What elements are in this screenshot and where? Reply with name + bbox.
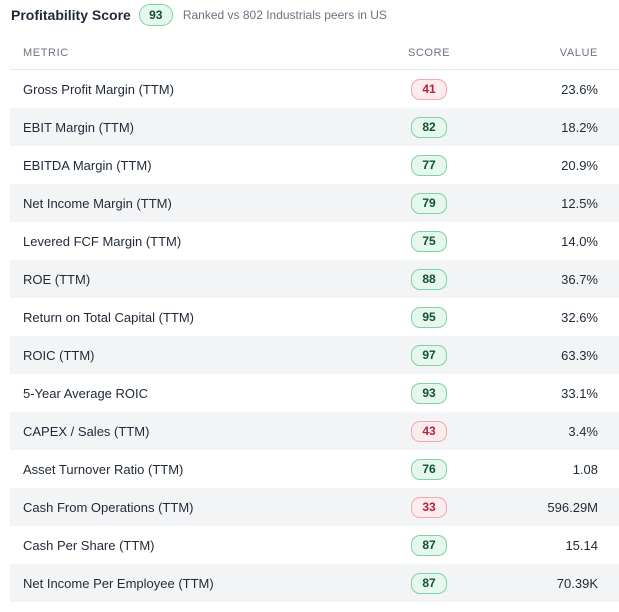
score-badge: 79	[411, 192, 447, 214]
metric-name: CAPEX / Sales (TTM)	[23, 423, 150, 439]
metric-value: 14.0%	[561, 233, 598, 249]
column-header-value: VALUE	[559, 47, 598, 59]
score-badge: 87	[411, 572, 447, 594]
table-row: Gross Profit Margin (TTM) 41 23.6%	[10, 70, 619, 108]
score-cell: 88	[390, 268, 468, 290]
metric-name: Gross Profit Margin (TTM)	[23, 81, 174, 97]
score-badge: 95	[411, 306, 447, 328]
metric-value: 33.1%	[561, 385, 598, 401]
score-badge: 76	[411, 458, 447, 480]
score-badge: 87	[411, 534, 447, 556]
metric-name: Net Income Per Employee (TTM)	[23, 575, 214, 591]
score-cell: 33	[390, 496, 468, 518]
score-cell: 82	[390, 116, 468, 138]
metric-value: 23.6%	[561, 81, 598, 97]
table-row: Cash From Operations (TTM) 33 596.29M	[10, 488, 619, 526]
metric-name: Cash From Operations (TTM)	[23, 499, 194, 515]
score-badge: 33	[411, 496, 447, 518]
table-row: Levered FCF Margin (TTM) 75 14.0%	[10, 222, 619, 260]
metric-value: 596.29M	[547, 499, 598, 515]
score-badge: 88	[411, 268, 447, 290]
table-row: CAPEX / Sales (TTM) 43 3.4%	[10, 412, 619, 450]
metric-value: 3.4%	[568, 423, 598, 439]
score-badge: 77	[411, 154, 447, 176]
table-row: Return on Total Capital (TTM) 95 32.6%	[10, 298, 619, 336]
metric-name: Cash Per Share (TTM)	[23, 537, 155, 553]
score-badge: 41	[411, 78, 447, 100]
score-cell: 87	[390, 534, 468, 556]
metric-value: 1.08	[572, 461, 598, 477]
column-header-score: SCORE	[407, 47, 451, 59]
metric-value: 20.9%	[561, 157, 598, 173]
metric-value: 18.2%	[561, 119, 598, 135]
metric-value: 15.14	[565, 537, 598, 553]
metric-name: ROIC (TTM)	[23, 347, 95, 363]
metric-name: EBITDA Margin (TTM)	[23, 157, 152, 173]
score-cell: 41	[390, 78, 468, 100]
metric-value: 12.5%	[561, 195, 598, 211]
score-badge: 82	[411, 116, 447, 138]
score-badge: 43	[411, 420, 447, 442]
score-badge: 93	[411, 382, 447, 404]
table-row: Cash Per Share (TTM) 87 15.14	[10, 526, 619, 564]
metric-value: 36.7%	[561, 271, 598, 287]
score-cell: 97	[390, 344, 468, 366]
table-header: METRIC SCORE VALUE	[10, 37, 619, 70]
metric-name: Net Income Margin (TTM)	[23, 195, 172, 211]
score-badge: 97	[411, 344, 447, 366]
score-badge: 75	[411, 230, 447, 252]
metric-name: Return on Total Capital (TTM)	[23, 309, 194, 325]
table-row: Asset Turnover Ratio (TTM) 76 1.08	[10, 450, 619, 488]
table-body: Gross Profit Margin (TTM) 41 23.6% EBIT Mar…	[10, 70, 619, 602]
score-cell: 75	[390, 230, 468, 252]
score-cell: 87	[390, 572, 468, 594]
score-cell: 43	[390, 420, 468, 442]
metric-value: 70.39K	[556, 575, 598, 591]
score-cell: 79	[390, 192, 468, 214]
metric-value: 63.3%	[561, 347, 598, 363]
metric-name: Levered FCF Margin (TTM)	[23, 233, 182, 249]
score-cell: 77	[390, 154, 468, 176]
ranking-subtitle: Ranked vs 802 Industrials peers in US	[182, 8, 387, 22]
section-title: Profitability Score	[11, 7, 131, 23]
table-row: 5-Year Average ROIC 93 33.1%	[10, 374, 619, 412]
metrics-table: METRIC SCORE VALUE Gross Profit Margin (…	[10, 37, 619, 602]
metric-name: EBIT Margin (TTM)	[23, 119, 134, 135]
score-cell: 93	[390, 382, 468, 404]
table-row: ROIC (TTM) 97 63.3%	[10, 336, 619, 374]
table-row: EBIT Margin (TTM) 82 18.2%	[10, 108, 619, 146]
metric-name: Asset Turnover Ratio (TTM)	[23, 461, 184, 477]
score-cell: 95	[390, 306, 468, 328]
score-header: Profitability Score 93 Ranked vs 802 Ind…	[11, 0, 387, 30]
table-row: ROE (TTM) 88 36.7%	[10, 260, 619, 298]
score-cell: 76	[390, 458, 468, 480]
table-row: Net Income Per Employee (TTM) 87 70.39K	[10, 564, 619, 602]
metric-name: ROE (TTM)	[23, 271, 91, 287]
metric-name: 5-Year Average ROIC	[23, 385, 149, 401]
column-header-metric: METRIC	[23, 47, 69, 59]
table-row: EBITDA Margin (TTM) 77 20.9%	[10, 146, 619, 184]
table-row: Net Income Margin (TTM) 79 12.5%	[10, 184, 619, 222]
overall-score-badge: 93	[138, 4, 173, 26]
metric-value: 32.6%	[561, 309, 598, 325]
